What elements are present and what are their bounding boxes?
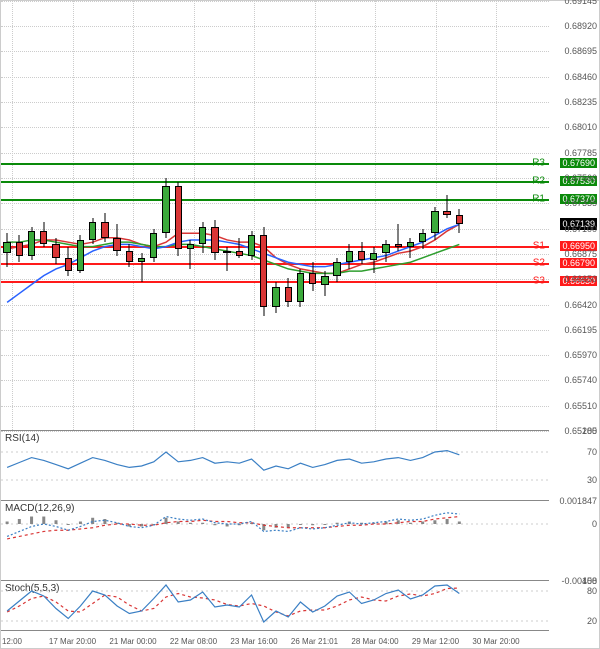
candle [175,182,182,256]
main-ytick: 0.66420 [564,300,597,310]
candle [395,224,402,251]
main-ytick: 0.66195 [564,325,597,335]
main-ytick: 0.65740 [564,375,597,385]
stoch-label: Stoch(5,5,3) [5,583,59,594]
candle [162,178,169,238]
x-tick: 22 Mar 08:00 [170,637,217,646]
stoch-panel[interactable]: Stoch(5,5,3) [1,581,549,631]
x-tick: 23 Mar 16:00 [230,637,277,646]
candle [187,240,194,269]
x-tick: 21 Mar 00:00 [109,637,156,646]
candle [248,231,255,260]
macd-ytick: 0 [592,519,597,529]
candle [199,222,206,253]
x-tick: 30 Mar 20:00 [472,637,519,646]
resistance-label-r1: R1 [532,193,545,204]
main-ytick: 0.66650 [564,274,597,284]
rsi-ytick: 100 [582,426,597,436]
candle [443,195,450,217]
resistance-label-r3: R3 [532,158,545,169]
rsi-ytick: 30 [587,475,597,485]
x-tick: 12:00 [2,637,22,646]
main-ytick: 0.69145 [564,0,597,6]
candle [431,207,438,240]
candle [309,262,316,291]
macd-label: MACD(12,26,9) [5,503,74,514]
resistance-line-r1 [1,199,549,201]
rsi-panel[interactable]: RSI(14) [1,431,549,501]
candle [138,253,145,282]
main-ytick: 0.67335 [564,198,597,208]
main-ytick: 0.67785 [564,148,597,158]
candle [3,233,10,266]
candle [407,238,414,258]
stoch-ytick: 100 [582,576,597,586]
x-tick: 17 Mar 20:00 [49,637,96,646]
candle [28,227,35,260]
candle [89,218,96,245]
candle [272,282,279,313]
main-ytick: 0.68010 [564,122,597,132]
rsi-yaxis: 3070100 [549,431,599,501]
main-ytick: 0.68695 [564,46,597,56]
stoch-ytick: 80 [587,586,597,596]
stoch-ytick: 20 [587,616,597,626]
candle [333,258,340,283]
main-yaxis: 0.69145 0.68920 0.68695 0.68460 0.68235 0.680… [549,1,599,431]
candle [211,220,218,260]
candle [101,213,108,242]
main-overlay [1,1,551,431]
candle [65,247,72,276]
candle [456,209,463,234]
main-ytick: 0.68920 [564,21,597,31]
candle [382,240,389,262]
candle [346,244,353,269]
resistance-line-r3 [1,163,549,165]
candle [113,224,120,255]
candle [40,222,47,247]
candle [419,229,426,249]
support-label-s3: S3 [533,276,545,287]
macd-panel[interactable]: MACD(12,26,9) [1,501,549,581]
rsi-ytick: 70 [587,447,597,457]
candle [321,271,328,296]
main-ytick: 0.68235 [564,97,597,107]
support-label-s1: S1 [533,240,545,251]
main-ytick: 0.67100 [564,224,597,234]
main-ytick: 0.68460 [564,72,597,82]
macd-ytick: 0.001847 [559,496,597,506]
stoch-yaxis: 2080100 [549,581,599,631]
candle [223,247,230,272]
chart-container[interactable]: R30.67690R20.67530R10.67370S10.66950S20.… [0,0,600,649]
stoch-overlay [1,581,551,631]
candle [358,242,365,264]
x-axis: 12:00 17 Mar 20:00 21 Mar 00:00 22 Mar 08:0… [1,629,549,648]
x-tick: 26 Mar 21:01 [291,637,338,646]
macd-yaxis: 0.0018470-0.00458 [549,501,599,581]
x-tick: 28 Mar 04:00 [351,637,398,646]
candle [77,235,84,273]
resistance-label-r2: R2 [532,175,545,186]
rsi-overlay [1,431,551,501]
main-ytick: 0.66875 [564,249,597,259]
candle [370,247,377,274]
macd-overlay [1,501,551,581]
resistance-line-r2 [1,181,549,183]
main-ytick: 0.65970 [564,350,597,360]
candle [297,269,304,307]
rsi-label: RSI(14) [5,433,39,444]
candle [285,278,292,307]
main-ytick: 0.67560 [564,173,597,183]
candle [260,227,267,316]
main-ytick: 0.65510 [564,401,597,411]
candle [52,238,59,265]
candle [150,229,157,262]
candle [236,238,243,258]
price-panel[interactable]: R30.67690R20.67530R10.67370S10.66950S20.… [1,1,549,431]
candle [126,244,133,266]
x-tick: 29 Mar 12:00 [412,637,459,646]
support-label-s2: S2 [533,258,545,269]
candle [16,235,23,262]
